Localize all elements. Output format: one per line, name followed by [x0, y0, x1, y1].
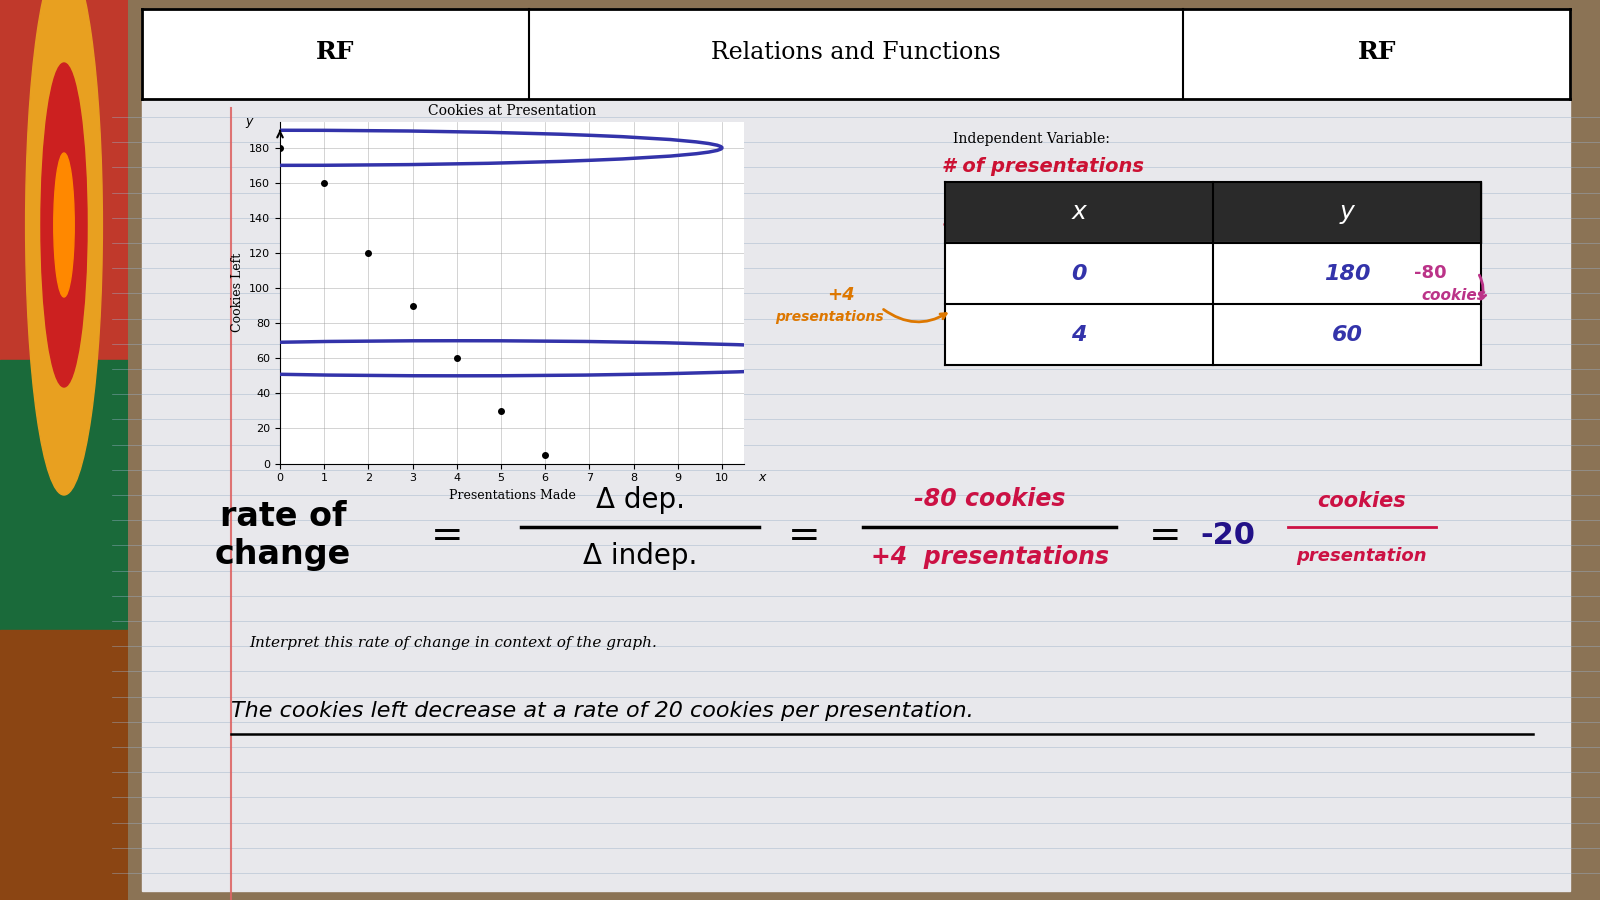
- Text: =: =: [787, 517, 821, 554]
- Text: =: =: [430, 517, 462, 554]
- Text: Dependent Variable:: Dependent Variable:: [952, 188, 1098, 202]
- Text: y: y: [1339, 201, 1355, 224]
- Text: RF: RF: [315, 40, 355, 64]
- Text: Relations and Functions: Relations and Functions: [710, 40, 1002, 64]
- Text: cookies: cookies: [1318, 491, 1406, 511]
- Title: Cookies at Presentation: Cookies at Presentation: [427, 104, 597, 118]
- Text: =: =: [1149, 517, 1182, 554]
- Text: RF: RF: [1357, 40, 1397, 64]
- Text: # of presentations: # of presentations: [942, 157, 1144, 176]
- Text: +4: +4: [827, 286, 854, 304]
- Text: presentations: presentations: [774, 310, 883, 324]
- Text: -80: -80: [1414, 264, 1446, 282]
- Bar: [0, 630, 128, 900]
- Bar: [0, 360, 128, 630]
- Bar: [142, 9, 1570, 99]
- Bar: [946, 243, 1482, 304]
- Bar: [946, 304, 1482, 365]
- Text: rate of
change: rate of change: [214, 500, 352, 572]
- Text: -80 cookies: -80 cookies: [914, 488, 1066, 511]
- Text: 180: 180: [1323, 264, 1370, 284]
- Text: 60: 60: [1331, 325, 1363, 345]
- Circle shape: [42, 63, 86, 387]
- Text: presentation: presentation: [1296, 547, 1427, 565]
- Circle shape: [26, 0, 102, 495]
- Text: y: y: [245, 115, 253, 128]
- Bar: [0, 0, 128, 360]
- Text: Δ indep.: Δ indep.: [582, 542, 698, 571]
- Text: # of  cookies left: # of cookies left: [942, 213, 1125, 233]
- Text: cookies: cookies: [1421, 288, 1486, 302]
- Text: +4  presentations: +4 presentations: [870, 545, 1109, 569]
- Text: x: x: [1072, 201, 1086, 224]
- Text: Δ dep.: Δ dep.: [595, 485, 685, 514]
- Circle shape: [54, 153, 74, 297]
- Text: x: x: [758, 471, 765, 484]
- Text: 4: 4: [1072, 325, 1086, 345]
- Text: -20: -20: [1200, 521, 1256, 550]
- Bar: [946, 182, 1482, 243]
- Y-axis label: Cookies Left: Cookies Left: [230, 253, 243, 332]
- Text: Independent Variable:: Independent Variable:: [952, 132, 1109, 147]
- Text: 0: 0: [1072, 264, 1086, 284]
- Text: Interpret this rate of change in context of the graph.: Interpret this rate of change in context…: [250, 636, 656, 651]
- Text: The cookies left decrease at a rate of 20 cookies per presentation.: The cookies left decrease at a rate of 2…: [230, 701, 974, 721]
- X-axis label: Presentations Made: Presentations Made: [448, 489, 576, 502]
